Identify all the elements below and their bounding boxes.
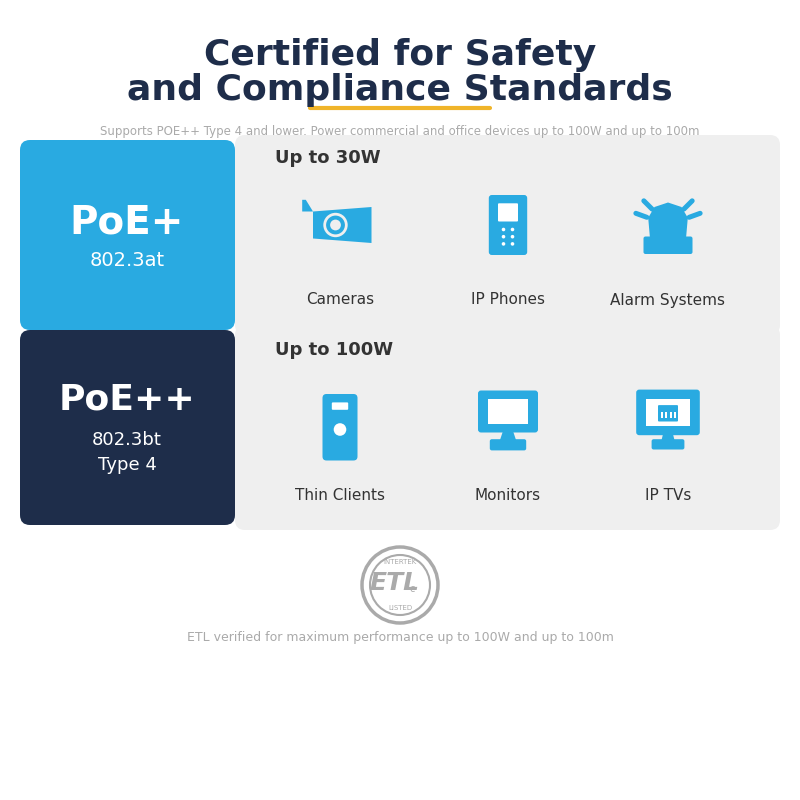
FancyBboxPatch shape (658, 405, 678, 422)
Bar (661, 413, 662, 418)
FancyBboxPatch shape (498, 203, 518, 222)
Polygon shape (302, 200, 313, 211)
Text: PoE++: PoE++ (58, 383, 195, 417)
FancyBboxPatch shape (651, 439, 685, 450)
Polygon shape (648, 202, 688, 238)
Text: Type 4: Type 4 (98, 456, 157, 474)
FancyBboxPatch shape (20, 140, 235, 330)
Text: Supports POE++ Type 4 and lower. Power commercial and office devices up to 100W : Supports POE++ Type 4 and lower. Power c… (100, 126, 700, 138)
Text: IP TVs: IP TVs (645, 487, 691, 502)
Text: 802.3at: 802.3at (90, 250, 165, 270)
FancyBboxPatch shape (636, 390, 700, 435)
FancyBboxPatch shape (490, 439, 526, 450)
Polygon shape (313, 207, 371, 243)
Circle shape (502, 235, 506, 238)
FancyBboxPatch shape (489, 195, 527, 255)
Circle shape (510, 235, 514, 238)
FancyBboxPatch shape (235, 135, 780, 335)
Bar (674, 413, 676, 418)
Circle shape (502, 228, 506, 231)
Text: ETL verified for maximum performance up to 100W and up to 100m: ETL verified for maximum performance up … (186, 630, 614, 643)
Circle shape (325, 214, 346, 236)
Text: Up to 100W: Up to 100W (275, 341, 393, 359)
Text: Up to 30W: Up to 30W (275, 149, 381, 167)
FancyBboxPatch shape (322, 394, 358, 461)
FancyBboxPatch shape (20, 330, 235, 525)
Circle shape (510, 228, 514, 231)
FancyBboxPatch shape (332, 402, 348, 410)
Polygon shape (661, 432, 675, 443)
Polygon shape (499, 430, 517, 443)
FancyBboxPatch shape (488, 399, 528, 424)
Text: LISTED: LISTED (388, 605, 412, 611)
Text: and Compliance Standards: and Compliance Standards (127, 73, 673, 107)
Text: Alarm Systems: Alarm Systems (610, 293, 726, 307)
Circle shape (330, 219, 341, 230)
FancyBboxPatch shape (235, 325, 780, 530)
FancyBboxPatch shape (643, 237, 693, 254)
Text: PoE+: PoE+ (70, 203, 184, 241)
Text: 802.3bt: 802.3bt (92, 431, 162, 449)
Circle shape (502, 242, 506, 246)
FancyBboxPatch shape (478, 390, 538, 433)
Text: ETL: ETL (369, 571, 419, 595)
Text: Cameras: Cameras (306, 293, 374, 307)
Text: Monitors: Monitors (475, 487, 541, 502)
Bar (670, 413, 671, 418)
Text: IP Phones: IP Phones (471, 293, 545, 307)
Circle shape (510, 242, 514, 246)
Bar (666, 413, 667, 418)
Text: Thin Clients: Thin Clients (295, 487, 385, 502)
Text: c: c (410, 584, 414, 594)
Text: INTERTEK: INTERTEK (383, 559, 417, 565)
Circle shape (334, 423, 346, 436)
Text: Certified for Safety: Certified for Safety (204, 38, 596, 72)
FancyBboxPatch shape (646, 399, 690, 426)
